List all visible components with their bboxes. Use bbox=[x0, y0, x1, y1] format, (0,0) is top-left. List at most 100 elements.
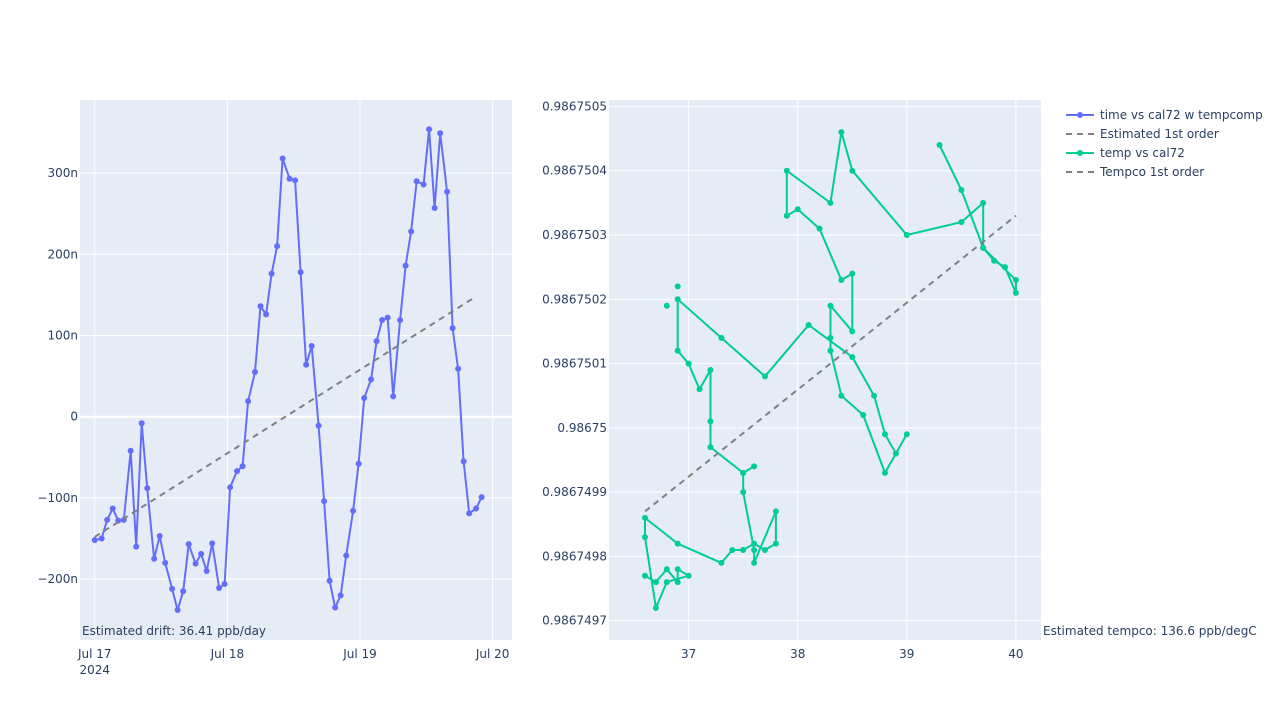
drift-data-point bbox=[460, 458, 467, 465]
drift-data-point bbox=[227, 484, 234, 491]
legend-item[interactable]: time vs cal72 w tempcomp bbox=[1066, 108, 1263, 122]
tempco-data-point bbox=[751, 547, 758, 553]
tempco-data-point bbox=[860, 412, 867, 418]
tempco-data-point bbox=[718, 334, 725, 341]
tempco-data-point bbox=[958, 219, 965, 226]
tempco-data-point bbox=[805, 322, 812, 328]
tempco-data-point bbox=[794, 206, 801, 213]
tempco-data-point bbox=[751, 540, 758, 547]
tempco-data-point bbox=[707, 418, 714, 425]
drift-data-point bbox=[292, 177, 299, 184]
tempco-data-point bbox=[936, 142, 943, 148]
tempco-data-point bbox=[827, 347, 834, 354]
tempco-y-tick-label: 0.9867498 bbox=[542, 549, 607, 563]
drift-data-point bbox=[384, 314, 391, 321]
drift-plot: Jul 17 2024 Jul 18 Jul 19 Jul 20 −200n −100n 0 1… bbox=[37, 100, 512, 677]
drift-data-point bbox=[368, 376, 375, 383]
drift-data-point bbox=[286, 175, 293, 182]
drift-data-point bbox=[408, 228, 415, 235]
tempco-data-point bbox=[1012, 277, 1019, 283]
legend-item[interactable]: temp vs cal72 bbox=[1066, 146, 1185, 160]
drift-data-point bbox=[274, 243, 281, 250]
drift-data-point bbox=[297, 269, 304, 276]
tempco-data-point bbox=[762, 547, 768, 553]
tempco-data-point bbox=[838, 129, 845, 136]
drift-data-point bbox=[151, 555, 158, 562]
tempco-data-point bbox=[783, 167, 790, 174]
drift-data-point bbox=[216, 585, 223, 592]
drift-y-tick-label: 100n bbox=[47, 328, 78, 342]
drift-data-point bbox=[162, 559, 169, 566]
tempco-data-point bbox=[1012, 289, 1019, 296]
drift-y-tick-label: −100n bbox=[37, 491, 78, 505]
drift-data-point bbox=[104, 516, 111, 523]
drift-y-tick-label: 300n bbox=[47, 166, 78, 180]
tempco-data-point bbox=[674, 296, 681, 303]
tempco-y-tick-label: 0.9867501 bbox=[542, 357, 607, 371]
tempco-y-tick-label: 0.98675 bbox=[557, 421, 607, 435]
drift-data-point bbox=[209, 540, 216, 547]
tempco-x-tick-label: 39 bbox=[899, 647, 914, 661]
tempco-series-line-1 bbox=[644, 131, 1017, 612]
tempco-data-point bbox=[903, 232, 910, 238]
drift-data-point bbox=[332, 604, 339, 611]
tempco-x-tick-label: 37 bbox=[681, 647, 696, 661]
tempco-plot-area bbox=[609, 100, 1041, 640]
drift-y-tick-label: −200n bbox=[37, 572, 78, 586]
legend-marker bbox=[1077, 150, 1083, 156]
drift-data-point bbox=[257, 303, 264, 310]
drift-x-tick-sublabel: 2024 bbox=[79, 663, 110, 677]
tempco-data-point bbox=[751, 463, 758, 470]
legend[interactable]: time vs cal72 w tempcomp Estimated 1st or… bbox=[1066, 108, 1263, 179]
drift-data-point bbox=[91, 537, 98, 544]
drift-data-point bbox=[180, 588, 187, 595]
legend-label: temp vs cal72 bbox=[1100, 146, 1185, 160]
tempco-data-point bbox=[674, 347, 681, 354]
drift-data-point bbox=[390, 393, 397, 400]
drift-data-point bbox=[379, 317, 386, 324]
tempco-data-point bbox=[729, 547, 736, 553]
tempco-data-point bbox=[1002, 264, 1008, 271]
tempco-data-point bbox=[642, 572, 648, 579]
tempco-x-tick-label: 38 bbox=[790, 647, 805, 661]
tempco-data-point bbox=[849, 354, 856, 361]
legend-item[interactable]: Estimated 1st order bbox=[1066, 127, 1219, 141]
tempco-data-point bbox=[892, 450, 899, 457]
drift-data-point bbox=[449, 325, 456, 332]
tempco-y-tick-label: 0.9867502 bbox=[542, 292, 607, 306]
tempco-annotation: Estimated tempco: 136.6 ppb/degC bbox=[1043, 624, 1257, 638]
legend-label: Estimated 1st order bbox=[1100, 127, 1219, 141]
tempco-data-point bbox=[685, 572, 692, 579]
tempco-x-tick-label: 40 bbox=[1008, 647, 1023, 661]
drift-data-point bbox=[473, 505, 480, 512]
drift-annotation: Estimated drift: 36.41 ppb/day bbox=[82, 624, 266, 638]
tempco-data-point bbox=[740, 469, 747, 476]
tempco-data-point bbox=[849, 270, 856, 277]
tempco-data-point bbox=[707, 367, 714, 373]
drift-data-point bbox=[303, 361, 310, 368]
drift-data-point bbox=[402, 262, 409, 269]
legend-label: time vs cal72 w tempcomp bbox=[1100, 108, 1263, 122]
tempco-data-point bbox=[783, 212, 790, 219]
drift-data-point bbox=[127, 447, 134, 454]
tempco-data-point bbox=[674, 540, 681, 547]
tempco-data-point bbox=[882, 431, 888, 438]
tempco-data-point bbox=[772, 508, 779, 515]
drift-data-point bbox=[144, 485, 151, 492]
tempco-data-point bbox=[663, 579, 670, 586]
drift-data-point bbox=[466, 510, 473, 517]
tempco-data-point bbox=[849, 167, 856, 174]
drift-data-point bbox=[431, 205, 438, 211]
drift-data-point bbox=[343, 552, 350, 559]
drift-data-point bbox=[198, 550, 205, 557]
drift-data-point bbox=[308, 343, 315, 350]
drift-data-point bbox=[355, 460, 362, 467]
drift-x-tick-label: Jul 19 bbox=[342, 647, 377, 661]
tempco-data-point bbox=[696, 386, 703, 393]
tempco-y-tick-label: 0.9867505 bbox=[542, 99, 607, 113]
tempco-data-point bbox=[827, 199, 834, 206]
tempco-data-point bbox=[980, 199, 987, 206]
drift-data-point bbox=[174, 606, 181, 613]
legend-item[interactable]: Tempco 1st order bbox=[1066, 165, 1204, 179]
